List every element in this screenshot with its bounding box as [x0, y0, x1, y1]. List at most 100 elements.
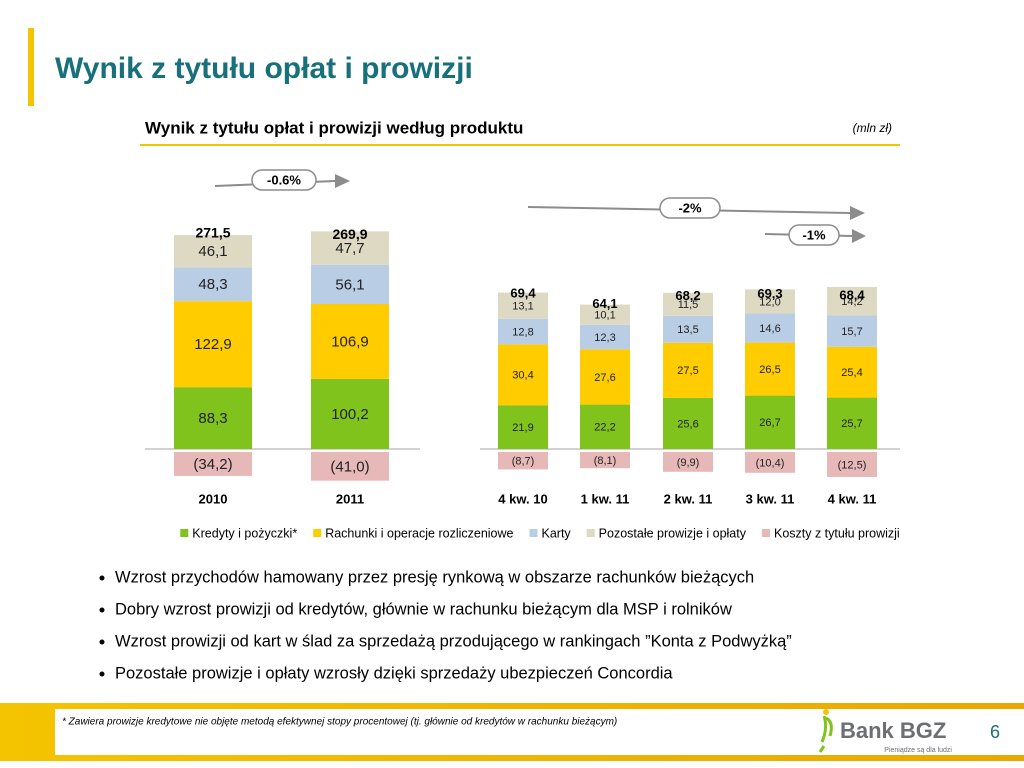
bar-segment	[311, 378, 389, 449]
total-label: 269,9	[332, 226, 367, 242]
legend-label: Rachunki i operacje rozliczeniowe	[325, 526, 513, 540]
segment-label: 27,6	[594, 372, 615, 384]
segment-label: 10,1	[594, 310, 615, 322]
legend-label: Kredyty i pożyczki*	[192, 526, 297, 540]
segment-label: 14,2	[841, 296, 862, 308]
bar-segment	[663, 342, 713, 398]
segment-label: 15,7	[841, 326, 862, 338]
bar-segment	[745, 342, 795, 396]
bar-segment	[663, 315, 713, 343]
segment-label: 12,3	[594, 332, 615, 344]
bar-segment	[827, 397, 877, 449]
x-tick-label: 4 kw. 10	[498, 491, 547, 506]
segment-label: 11,5	[678, 299, 699, 311]
bar-segment	[663, 292, 713, 316]
segment-label: 25,7	[841, 418, 862, 430]
segment-label: 14,6	[759, 323, 780, 335]
bar-segment	[498, 344, 548, 406]
segment-label: 122,9	[194, 336, 232, 353]
bar-segment	[174, 301, 252, 388]
total-label: 68,4	[839, 288, 865, 303]
segment-label: (8,1)	[594, 455, 617, 467]
bar-segment	[174, 452, 252, 476]
bar-segment	[580, 404, 630, 449]
total-label: 64,1	[592, 296, 617, 311]
bar-segment	[827, 315, 877, 347]
total-label: 271,5	[195, 225, 230, 241]
segment-label: 25,4	[841, 367, 862, 379]
total-label: 68,2	[675, 288, 700, 303]
bar-segment	[311, 304, 389, 379]
segment-label: 48,3	[198, 276, 227, 293]
legend: Kredyty i pożyczki* Rachunki i operacje r…	[180, 526, 900, 540]
segment-label: 12,0	[759, 296, 780, 308]
bar-segment	[498, 318, 548, 345]
segment-label: 47,7	[335, 240, 364, 257]
bullet-text: Wzrost przychodów hamowany przez presję …	[115, 568, 754, 586]
segment-label: 13,5	[677, 324, 698, 336]
bullet-text: Wzrost prowizji od kart w ślad za sprzed…	[115, 632, 792, 650]
unit-label: (mln zł)	[853, 121, 892, 135]
bar-segment	[174, 387, 252, 449]
bar-segment	[580, 304, 630, 325]
bar-segment	[827, 287, 877, 316]
bar-segment	[498, 292, 548, 319]
legend-swatch	[586, 529, 595, 537]
slide-title: Wynik z tytułu opłat i prowizji	[55, 52, 473, 85]
segment-label: (8,7)	[512, 456, 535, 468]
logo-text: Bank BGZ	[840, 718, 946, 743]
annotation-box	[659, 197, 721, 219]
bar-segment	[663, 452, 713, 472]
footnote: * Zawiera prowizje kredytowe nie objęte …	[62, 717, 617, 728]
legend-label: Pozostałe prowizje i opłaty	[599, 526, 747, 540]
page-number: 6	[990, 722, 1000, 742]
logo-tagline: Pieniądze są dla ludzi	[884, 747, 952, 754]
bar-segment	[498, 405, 548, 449]
bullet-dot	[99, 575, 105, 581]
bullet-dot	[99, 607, 105, 613]
bar-segment	[498, 452, 548, 470]
accent-bar	[28, 28, 34, 106]
bar-segment	[745, 313, 795, 343]
segment-label: 106,9	[331, 333, 369, 350]
legend-swatch	[180, 529, 189, 537]
x-tick-label: 4 kw. 11	[828, 491, 877, 506]
segment-label: 25,6	[677, 418, 698, 430]
segment-label: 46,1	[198, 243, 227, 260]
annotation-box	[251, 169, 317, 191]
bullet-text: Dobry wzrost prowizji od kredytów, główn…	[115, 600, 732, 618]
x-tick-label: 2 kw. 11	[664, 491, 713, 506]
footer-logo-box	[800, 709, 1024, 755]
bar-segment	[580, 324, 630, 350]
annotation: -2%	[678, 200, 702, 215]
bar-segment	[174, 235, 252, 268]
segment-label: 88,3	[198, 410, 227, 427]
segment-label: 26,7	[759, 417, 780, 429]
segment-label: 21,9	[512, 422, 533, 434]
annotation: -0.6%	[267, 172, 301, 187]
segment-label: 13,1	[512, 301, 533, 313]
total-label: 69,3	[757, 286, 782, 301]
segment-label: 22,2	[594, 422, 615, 434]
annotation: -1%	[802, 227, 826, 242]
bar-segment	[745, 289, 795, 314]
x-tick-label: 1 kw. 11	[581, 491, 630, 506]
bar-segment	[580, 349, 630, 405]
bar-segment	[663, 397, 713, 449]
segment-label: (34,2)	[193, 456, 232, 473]
segment-label: 30,4	[512, 370, 533, 382]
x-tick-label: 2010	[199, 491, 228, 506]
bar-segment	[745, 395, 795, 449]
bar-segment	[174, 267, 252, 302]
legend-swatch	[313, 529, 322, 537]
segment-label: 56,1	[335, 276, 364, 293]
segment-label: (41,0)	[330, 458, 369, 475]
footer-note-box	[55, 709, 800, 755]
logo-dot	[823, 709, 829, 715]
bar-segment	[311, 264, 389, 305]
segment-label: 26,5	[759, 364, 780, 376]
bar-segment	[745, 452, 795, 473]
legend-label: Karty	[541, 526, 571, 540]
legend-swatch	[529, 529, 538, 537]
